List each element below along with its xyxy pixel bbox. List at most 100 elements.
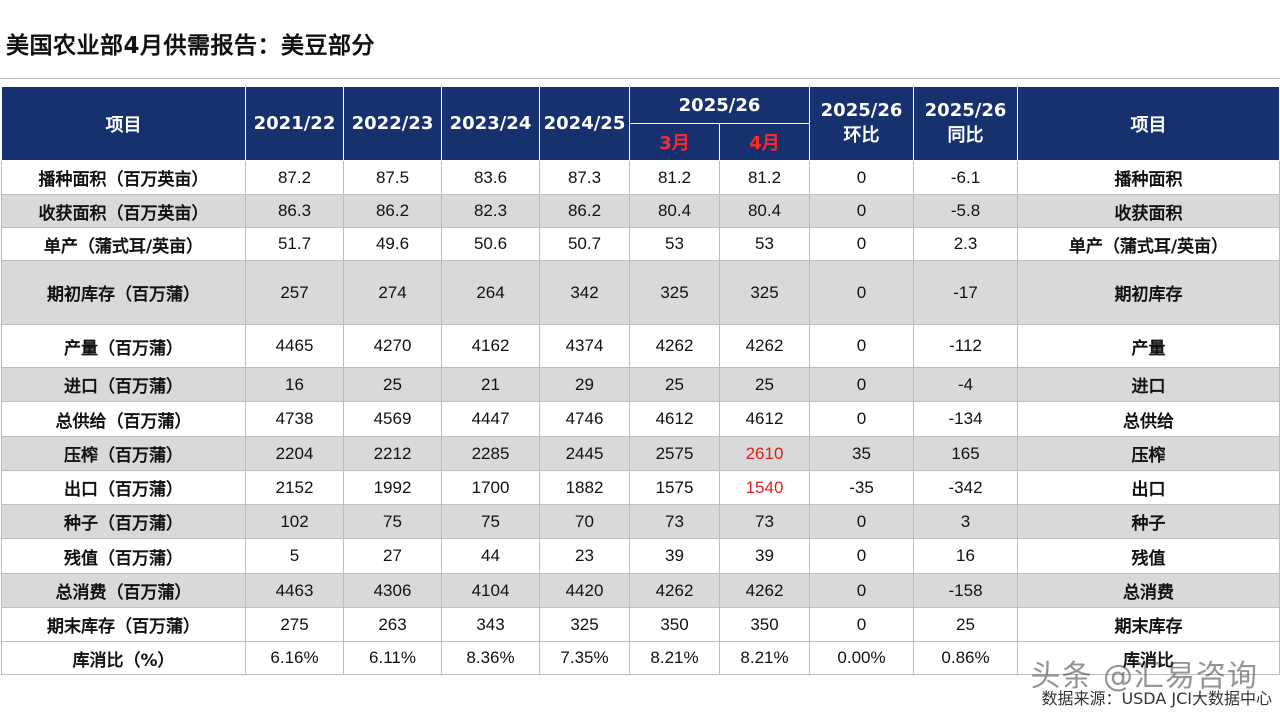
cell-value: 25 <box>343 367 442 402</box>
row-label-right: 期末库存 <box>1017 607 1280 642</box>
header-yoy: 2025/26 同比 <box>913 86 1019 161</box>
cell-value: 4738 <box>245 401 344 437</box>
cell-value: 2152 <box>245 470 344 505</box>
cell-value: -4 <box>913 367 1019 402</box>
cell-value: 80.4 <box>629 194 720 228</box>
header-group-2025: 2025/26 <box>628 86 811 124</box>
cell-value: 81.2 <box>718 160 811 195</box>
cell-value: 325 <box>718 260 811 325</box>
cell-value: 274 <box>343 260 442 325</box>
cell-value: 4262 <box>629 573 720 608</box>
cell-value: -158 <box>913 573 1019 608</box>
cell-value: 16 <box>913 538 1019 574</box>
table-row: 总供给（百万蒲） 4738 4569 4447 4746 4612 4612 0 -134 总供给 <box>1 401 1280 437</box>
cell-value: 86.2 <box>539 194 630 228</box>
cell-value: 257 <box>245 260 344 325</box>
cell-value: 8.21% <box>718 641 811 675</box>
row-label-right: 收获面积 <box>1017 194 1280 228</box>
table-row: 单产（蒲式耳/英亩） 51.7 49.6 50.6 50.7 53 53 0 2.3 单产（蒲式耳… <box>1 227 1280 261</box>
cell-value: 2445 <box>539 436 630 471</box>
table-row: 出口（百万蒲） 2152 1992 1700 1882 1575 1540 -35 -342 出口 <box>1 470 1280 505</box>
table-row: 期末库存（百万蒲） 275 263 343 325 350 350 0 25 期末库存 <box>1 607 1280 642</box>
cell-value: 87.2 <box>245 160 344 195</box>
cell-value: 165 <box>913 436 1019 471</box>
cell-value: 75 <box>343 504 442 539</box>
cell-value: 70 <box>539 504 630 539</box>
cell-value: 4612 <box>629 401 720 437</box>
cell-value: 75 <box>441 504 540 539</box>
table-row: 进口（百万蒲） 16 25 21 29 25 25 0 -4 进口 <box>1 367 1280 402</box>
cell-value: 4104 <box>441 573 540 608</box>
cell-value: 23 <box>539 538 630 574</box>
table-row: 总消费（百万蒲） 4463 4306 4104 4420 4262 4262 0 -158 总消费 <box>1 573 1280 608</box>
cell-value: 53 <box>718 227 811 261</box>
cell-value: -5.8 <box>913 194 1019 228</box>
cell-value: 1882 <box>539 470 630 505</box>
cell-value: -134 <box>913 401 1019 437</box>
cell-value: 0 <box>809 367 915 402</box>
cell-value: 4162 <box>441 324 540 368</box>
title-divider <box>0 78 1280 79</box>
cell-value: 0 <box>809 573 915 608</box>
row-label-right: 库消比 <box>1017 641 1280 675</box>
cell-value: 343 <box>441 607 540 642</box>
cell-value: 4420 <box>539 573 630 608</box>
cell-value: 102 <box>245 504 344 539</box>
cell-value: 342 <box>539 260 630 325</box>
table-row: 残值（百万蒲） 5 27 44 23 39 39 0 16 残值 <box>1 538 1280 574</box>
cell-value: 4306 <box>343 573 442 608</box>
cell-value: 25 <box>718 367 811 402</box>
table-row: 期初库存（百万蒲） 257 274 264 342 325 325 0 -17 期初库存 <box>1 260 1280 325</box>
cell-value: 53 <box>629 227 720 261</box>
cell-value: 2212 <box>343 436 442 471</box>
row-label-right: 总供给 <box>1017 401 1280 437</box>
row-label: 收获面积（百万英亩） <box>1 194 246 228</box>
cell-value: 350 <box>718 607 811 642</box>
cell-value: 325 <box>539 607 630 642</box>
cell-value: 0 <box>809 227 915 261</box>
cell-value: 0.86% <box>913 641 1019 675</box>
cell-value: 73 <box>629 504 720 539</box>
cell-value: 83.6 <box>441 160 540 195</box>
row-label-right: 压榨 <box>1017 436 1280 471</box>
table-row: 压榨（百万蒲） 2204 2212 2285 2445 2575 2610 35 165 压榨 <box>1 436 1280 471</box>
cell-value: -35 <box>809 470 915 505</box>
cell-value: 2610 <box>718 436 811 471</box>
cell-value: -6.1 <box>913 160 1019 195</box>
cell-value: 325 <box>629 260 720 325</box>
cell-value: 275 <box>245 607 344 642</box>
cell-value: 0 <box>809 538 915 574</box>
cell-value: 25 <box>913 607 1019 642</box>
header-year-3: 2023/24 <box>441 86 540 161</box>
cell-value: 4374 <box>539 324 630 368</box>
cell-value: 0 <box>809 324 915 368</box>
cell-value: 4569 <box>343 401 442 437</box>
cell-value: 4465 <box>245 324 344 368</box>
cell-value: 44 <box>441 538 540 574</box>
table-row: 收获面积（百万英亩） 86.3 86.2 82.3 86.2 80.4 80.4 0 -5.8 收… <box>1 194 1280 228</box>
row-label: 总消费（百万蒲） <box>1 573 246 608</box>
cell-value: 82.3 <box>441 194 540 228</box>
row-label: 期末库存（百万蒲） <box>1 607 246 642</box>
row-label: 播种面积（百万英亩） <box>1 160 246 195</box>
supply-demand-table: 项目 2021/22 2022/23 2023/24 2024/25 2025/… <box>1 86 1280 675</box>
cell-value: 6.11% <box>343 641 442 675</box>
cell-value: 8.36% <box>441 641 540 675</box>
cell-value: 87.3 <box>539 160 630 195</box>
cell-value: 49.6 <box>343 227 442 261</box>
cell-value: 50.6 <box>441 227 540 261</box>
cell-value: 8.21% <box>629 641 720 675</box>
cell-value: 50.7 <box>539 227 630 261</box>
cell-value: 350 <box>629 607 720 642</box>
cell-value: 4270 <box>343 324 442 368</box>
data-source: 数据来源：USDA JCI大数据中心 <box>1041 689 1272 708</box>
header-mom: 2025/26 环比 <box>809 86 915 161</box>
page-title: 美国农业部4月供需报告：美豆部分 <box>6 33 376 59</box>
header-year-4: 2024/25 <box>539 86 630 161</box>
cell-value: 87.5 <box>343 160 442 195</box>
row-label-right: 产量 <box>1017 324 1280 368</box>
row-label-right: 总消费 <box>1017 573 1280 608</box>
row-label: 库消比（%） <box>1 641 246 675</box>
cell-value: 86.3 <box>245 194 344 228</box>
row-label-right: 期初库存 <box>1017 260 1280 325</box>
